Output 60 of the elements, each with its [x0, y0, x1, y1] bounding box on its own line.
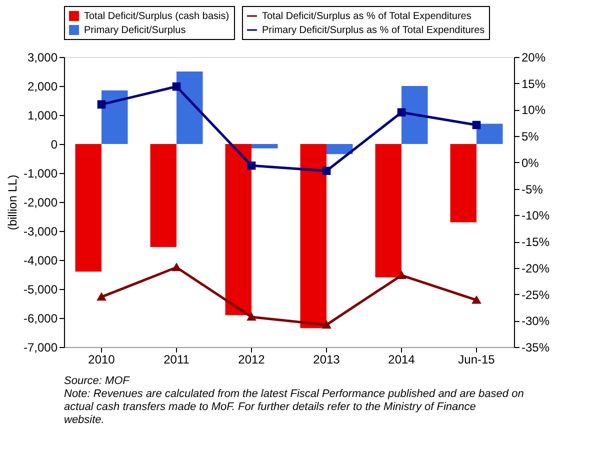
y-tick-label: -4,000: [23, 254, 58, 268]
bar: [150, 144, 176, 247]
point: [397, 108, 406, 117]
legend-label: Total Deficit/Surplus (cash basis): [84, 11, 230, 22]
bar: [300, 144, 326, 328]
y2-tick-label: 15%: [522, 76, 546, 91]
x-tick-label: 2014: [388, 352, 416, 366]
bar: [450, 144, 476, 222]
x-tick-label: 2012: [238, 352, 266, 366]
x-tick-label: Jun-15: [458, 352, 496, 366]
legend-label: Primary Deficit/Surplus as % of Total Expenditures: [262, 25, 485, 36]
bar: [225, 144, 252, 316]
point: [247, 313, 256, 321]
y2-tick-label: -5%: [522, 182, 544, 196]
y-tick-label: 2,000: [27, 80, 58, 94]
x-tick-label: 2010: [88, 352, 116, 366]
y2-tick-label: -20%: [522, 261, 550, 276]
bar: [102, 90, 128, 144]
point: [472, 120, 481, 130]
y-tick-label: 3,000: [27, 50, 58, 64]
point: [97, 100, 106, 109]
bar: [75, 144, 102, 272]
y-axis-title: (billion LL): [5, 174, 20, 230]
point: [172, 264, 181, 272]
bar: [252, 144, 278, 148]
y2-tick-label: -25%: [522, 288, 550, 302]
source-note: Source: MOF: [64, 375, 131, 387]
y-tick-label: -3,000: [23, 224, 58, 238]
y2-tick-label: 20%: [522, 50, 546, 64]
y-tick-label: 1,000: [27, 108, 58, 122]
y-tick-label: -1,000: [23, 166, 58, 180]
bar: [402, 86, 428, 144]
point: [397, 272, 406, 280]
bar: [176, 72, 203, 144]
bar: [326, 144, 353, 154]
point: [472, 296, 481, 304]
y2-tick-label: -10%: [522, 208, 550, 223]
point: [97, 293, 106, 301]
legend-label: Primary Deficit/Surplus: [84, 25, 186, 36]
point: [172, 82, 181, 91]
point: [322, 321, 331, 329]
y2-tick-label: 0%: [522, 156, 540, 170]
y2-tick-label: -35%: [522, 340, 550, 354]
y-tick-label: -2,000: [23, 196, 58, 210]
y2-tick-label: 5%: [522, 130, 540, 144]
y2-tick-label: -15%: [522, 235, 550, 250]
bar: [375, 144, 402, 278]
y-tick-label: -6,000: [23, 312, 58, 326]
legend-label: Total Deficit/Surplus as % of Total Expenditures: [262, 11, 472, 22]
y-tick-label: -7,000: [23, 340, 58, 354]
point: [247, 161, 256, 170]
y2-tick-label: 10%: [522, 103, 546, 118]
y2-tick-label: -30%: [522, 314, 550, 328]
y-tick-label: -5,000: [23, 282, 58, 296]
point: [322, 166, 331, 176]
bar: [476, 124, 503, 144]
x-tick-label: 2013: [313, 352, 340, 366]
x-tick-label: 2011: [164, 352, 190, 366]
text: Note: Revenues are calculated from the latest Fiscal Performance published and are based on actual cash transfers made to MoF. For further details refer to the Ministry of Finance website.: [64, 388, 524, 426]
y-tick-label: 0: [50, 138, 58, 152]
